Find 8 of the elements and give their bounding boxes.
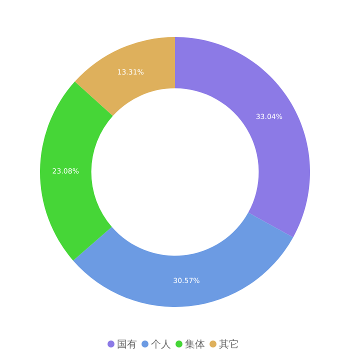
legend-label: 集体 — [185, 338, 205, 350]
donut-slice — [74, 37, 175, 116]
donut-slice — [73, 212, 294, 307]
legend-label: 国有 — [117, 338, 137, 350]
legend-label: 其它 — [219, 338, 239, 350]
donut-slice — [175, 37, 310, 238]
donut-slice — [40, 82, 113, 261]
legend-label: 个人 — [151, 338, 171, 350]
